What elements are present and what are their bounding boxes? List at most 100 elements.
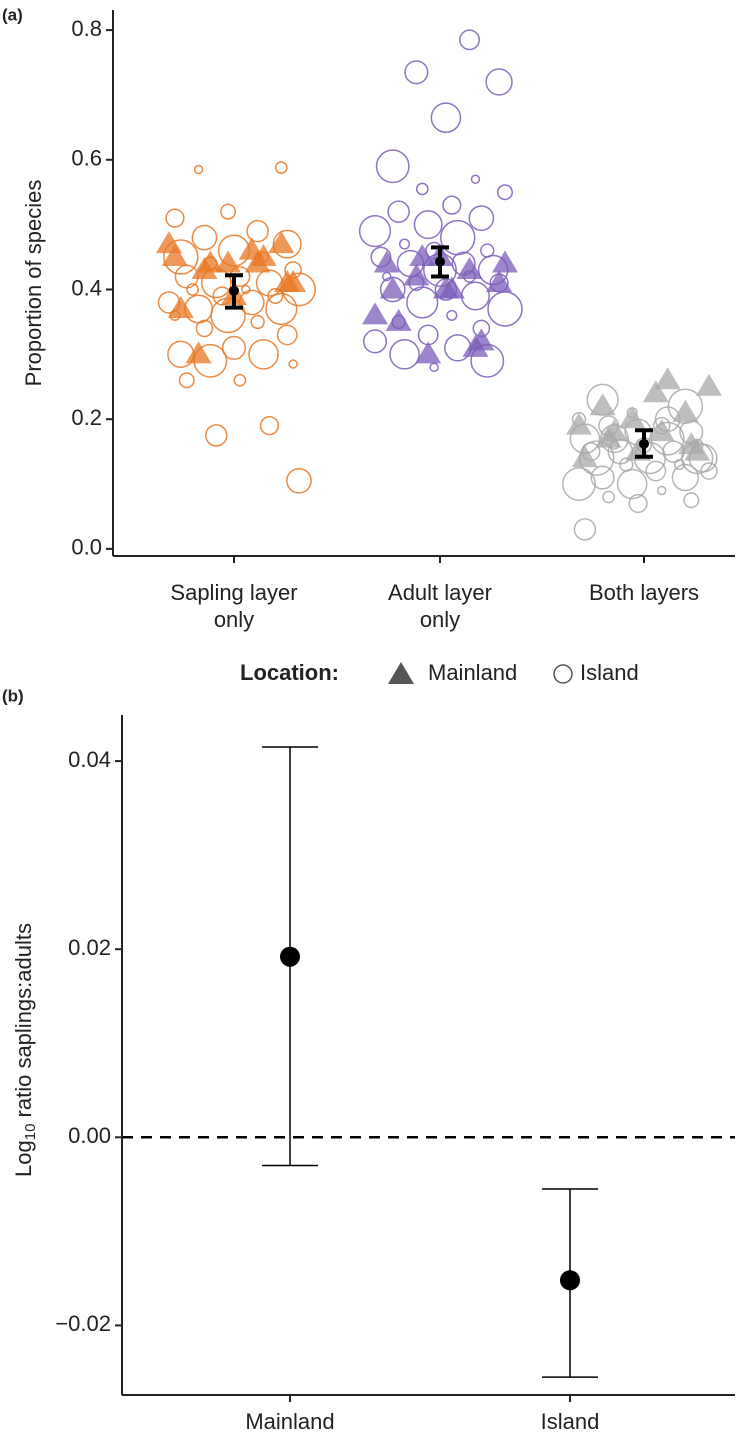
- circle-point: [444, 334, 472, 362]
- circle-point: [430, 102, 462, 133]
- triangle-point: [456, 257, 483, 280]
- triangle-point: [492, 250, 518, 273]
- circle-point: [656, 485, 667, 496]
- triangle-point: [415, 341, 442, 364]
- triangle-point: [161, 244, 188, 267]
- circle-point: [205, 424, 228, 447]
- y-tick-label: 0.2: [71, 405, 102, 430]
- circle-point: [628, 493, 648, 514]
- circle-point: [288, 359, 298, 369]
- circle-point: [241, 284, 251, 295]
- triangle-point: [589, 393, 616, 416]
- circle-point: [265, 292, 298, 326]
- y-label-subscript: 10: [22, 1124, 39, 1141]
- y-label-text: Log: [11, 1140, 36, 1177]
- circle-point: [460, 281, 490, 311]
- x-tick-label: Adult layer: [388, 580, 492, 605]
- point: [280, 946, 300, 967]
- triangle-point: [250, 244, 277, 267]
- x-tick-label: Island: [541, 1409, 600, 1434]
- triangle-point: [642, 380, 669, 403]
- legend-title: Location:: [240, 660, 339, 685]
- circle-point: [167, 340, 195, 369]
- circle-point: [404, 60, 429, 85]
- circle-point: [497, 184, 513, 201]
- circle-point: [700, 462, 718, 480]
- circle-point: [246, 219, 269, 243]
- circle-point: [645, 460, 667, 482]
- y-tick-label: 0.00: [68, 1123, 111, 1148]
- point: [560, 1270, 580, 1291]
- y-tick-label: 0.0: [71, 535, 102, 560]
- circle-point: [186, 283, 200, 296]
- circle-point: [362, 329, 388, 354]
- mean-point: [639, 438, 649, 449]
- circle-point: [573, 518, 597, 541]
- panel-label: (b): [2, 686, 24, 705]
- triangle-point: [571, 445, 598, 468]
- triangle-point: [268, 231, 295, 254]
- y-tick-label: 0.04: [68, 747, 111, 772]
- y-label-rest: ratio saplings:adults: [11, 923, 36, 1124]
- triangle-point: [619, 406, 646, 429]
- triangle-point: [601, 419, 628, 442]
- circle-point: [358, 214, 392, 248]
- triangle-point: [197, 250, 224, 273]
- circle-point: [193, 164, 204, 175]
- circle-point: [468, 205, 495, 232]
- circle-point: [274, 161, 288, 174]
- y-tick-label: −0.02: [55, 1311, 111, 1336]
- circle-point: [286, 467, 312, 494]
- circle-point: [590, 465, 615, 490]
- triangle-point: [385, 308, 412, 331]
- legend-triangle: [388, 662, 414, 684]
- legend-label: Island: [580, 660, 639, 685]
- circle-point: [562, 467, 596, 501]
- circle-point: [485, 68, 513, 96]
- triangle-point: [654, 367, 681, 390]
- circle-point: [602, 490, 615, 504]
- circle-point: [487, 291, 523, 327]
- circle-point: [165, 208, 185, 228]
- panel-label: (a): [2, 5, 23, 24]
- circle-point: [195, 319, 214, 338]
- mean-point: [229, 285, 239, 296]
- circle-point: [406, 286, 439, 319]
- circle-point: [683, 492, 700, 509]
- y-tick-label: 0.6: [71, 146, 102, 171]
- circle-point: [184, 294, 214, 324]
- circle-point: [272, 229, 302, 259]
- x-tick-label: Sapling layer: [170, 580, 297, 605]
- mean-point: [435, 256, 445, 267]
- x-tick-label: only: [214, 607, 254, 632]
- triangle-point: [438, 276, 465, 299]
- y-axis-label: Proportion of species: [21, 180, 46, 387]
- circle-point: [248, 339, 279, 370]
- x-tick-label: Both layers: [589, 580, 699, 605]
- y-axis-label: Log10 ratio saplings:adults: [11, 923, 39, 1177]
- y-tick-label: 0.8: [71, 16, 102, 41]
- circle-point: [429, 362, 439, 373]
- triangle-point: [379, 276, 406, 299]
- circle-point: [220, 203, 237, 220]
- triangle-point: [409, 244, 436, 267]
- triangle-point: [486, 270, 513, 292]
- circle-point: [413, 210, 443, 240]
- triangle-point: [468, 328, 495, 351]
- y-tick-label: 0.4: [71, 275, 102, 300]
- y-tick-label: 0.02: [68, 935, 111, 960]
- legend-label: Mainland: [428, 660, 517, 685]
- legend-circle: [553, 664, 573, 684]
- circle-point: [470, 174, 481, 184]
- circle-point: [276, 324, 298, 346]
- triangle-point: [167, 295, 194, 318]
- triangle-point: [684, 438, 711, 461]
- circle-point: [398, 238, 411, 250]
- circle-point: [267, 287, 284, 304]
- triangle-point: [566, 412, 592, 435]
- circle-point: [163, 239, 199, 275]
- triangle-point: [280, 270, 307, 292]
- circle-point: [387, 200, 410, 223]
- triangle-point: [672, 399, 699, 422]
